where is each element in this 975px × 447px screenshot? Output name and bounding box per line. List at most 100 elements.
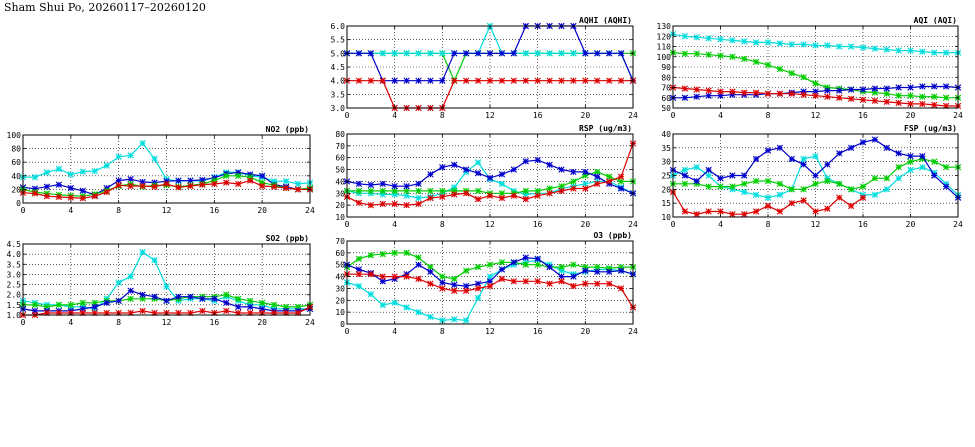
data-point bbox=[594, 173, 601, 180]
data-point bbox=[594, 77, 601, 84]
x-tick-label: 0 bbox=[671, 220, 676, 229]
data-point bbox=[800, 41, 807, 48]
y-tick-label: 2.5 bbox=[7, 281, 22, 290]
data-point bbox=[558, 273, 565, 280]
data-point bbox=[693, 164, 700, 171]
data-point bbox=[847, 186, 855, 193]
y-tick-label: 3.0 bbox=[7, 270, 22, 279]
data-point bbox=[681, 33, 689, 40]
data-point bbox=[151, 183, 158, 190]
data-point bbox=[546, 280, 553, 287]
data-point bbox=[717, 175, 724, 182]
data-point bbox=[294, 303, 302, 311]
data-point bbox=[558, 267, 565, 274]
y-tick-label: 70 bbox=[661, 84, 671, 93]
data-point bbox=[883, 144, 890, 152]
data-point bbox=[486, 273, 494, 280]
data-point bbox=[617, 173, 625, 180]
data-point bbox=[498, 50, 506, 57]
data-point bbox=[534, 187, 541, 195]
y-tick-label: 50 bbox=[335, 261, 345, 270]
data-point bbox=[403, 201, 410, 209]
data-point bbox=[717, 36, 724, 43]
data-point bbox=[391, 191, 398, 198]
data-point bbox=[175, 184, 182, 191]
y-tick-label: 40 bbox=[11, 172, 21, 181]
data-point bbox=[55, 309, 63, 317]
data-point bbox=[800, 88, 807, 95]
data-point bbox=[546, 185, 553, 192]
data-point bbox=[919, 152, 926, 160]
x-tick-label: 4 bbox=[68, 206, 73, 215]
data-point bbox=[55, 165, 63, 173]
data-point bbox=[570, 273, 577, 280]
data-point bbox=[800, 74, 807, 81]
data-point bbox=[127, 152, 134, 159]
data-point bbox=[729, 211, 736, 218]
y-tick-label: 20 bbox=[335, 201, 345, 210]
data-point bbox=[235, 303, 242, 311]
y-tick-label: 3.5 bbox=[7, 260, 22, 269]
data-point bbox=[55, 181, 63, 188]
data-point bbox=[558, 278, 565, 285]
data-point bbox=[871, 97, 879, 105]
data-point bbox=[115, 297, 122, 304]
data-point bbox=[451, 191, 458, 198]
data-point bbox=[175, 309, 182, 317]
data-point bbox=[379, 180, 386, 187]
data-point bbox=[776, 144, 784, 152]
data-point bbox=[403, 192, 410, 199]
y-tick-label: 50 bbox=[335, 166, 345, 175]
data-point bbox=[570, 261, 577, 268]
y-tick-label: 5.0 bbox=[331, 49, 346, 58]
data-point bbox=[282, 184, 290, 192]
y-tick-label: 4.5 bbox=[331, 63, 346, 72]
data-point bbox=[294, 186, 302, 193]
series-red bbox=[669, 84, 962, 110]
data-point bbox=[43, 193, 51, 200]
y-tick-label: 1.0 bbox=[7, 311, 22, 320]
x-tick-label: 12 bbox=[162, 206, 172, 215]
x-tick-label: 0 bbox=[345, 327, 350, 336]
data-point bbox=[474, 159, 482, 166]
series-line-cyan bbox=[346, 259, 634, 322]
y-tick-label: 6.0 bbox=[331, 22, 346, 31]
data-point bbox=[462, 50, 470, 57]
data-point bbox=[681, 208, 689, 215]
data-point bbox=[788, 41, 795, 48]
x-tick-label: 16 bbox=[533, 220, 543, 229]
x-tick-label: 20 bbox=[906, 111, 916, 120]
data-point bbox=[439, 50, 446, 57]
data-point bbox=[43, 303, 51, 311]
data-point bbox=[486, 77, 494, 84]
data-point bbox=[367, 187, 375, 195]
data-point bbox=[558, 77, 565, 84]
data-point bbox=[415, 187, 422, 195]
data-point bbox=[43, 309, 51, 317]
data-point bbox=[223, 307, 230, 315]
data-point bbox=[139, 178, 146, 186]
data-point bbox=[681, 85, 689, 92]
data-point bbox=[605, 265, 613, 272]
data-point bbox=[439, 77, 446, 84]
data-point bbox=[294, 309, 302, 317]
data-point bbox=[103, 299, 110, 307]
data-point bbox=[895, 99, 902, 107]
data-point bbox=[788, 155, 795, 163]
data-point bbox=[776, 180, 784, 187]
data-point bbox=[729, 53, 736, 60]
data-point bbox=[199, 176, 206, 184]
data-point bbox=[379, 250, 386, 258]
data-point bbox=[752, 39, 760, 46]
data-point bbox=[558, 187, 565, 195]
data-point bbox=[812, 88, 819, 95]
data-point bbox=[415, 261, 422, 268]
y-tick-label: 40 bbox=[335, 177, 345, 186]
data-point bbox=[594, 50, 601, 57]
data-point bbox=[462, 166, 470, 173]
data-point bbox=[91, 309, 98, 317]
chart-title: FSP (ug/m3) bbox=[904, 124, 957, 133]
data-point bbox=[764, 147, 772, 154]
data-point bbox=[403, 304, 410, 311]
data-point bbox=[729, 37, 736, 44]
